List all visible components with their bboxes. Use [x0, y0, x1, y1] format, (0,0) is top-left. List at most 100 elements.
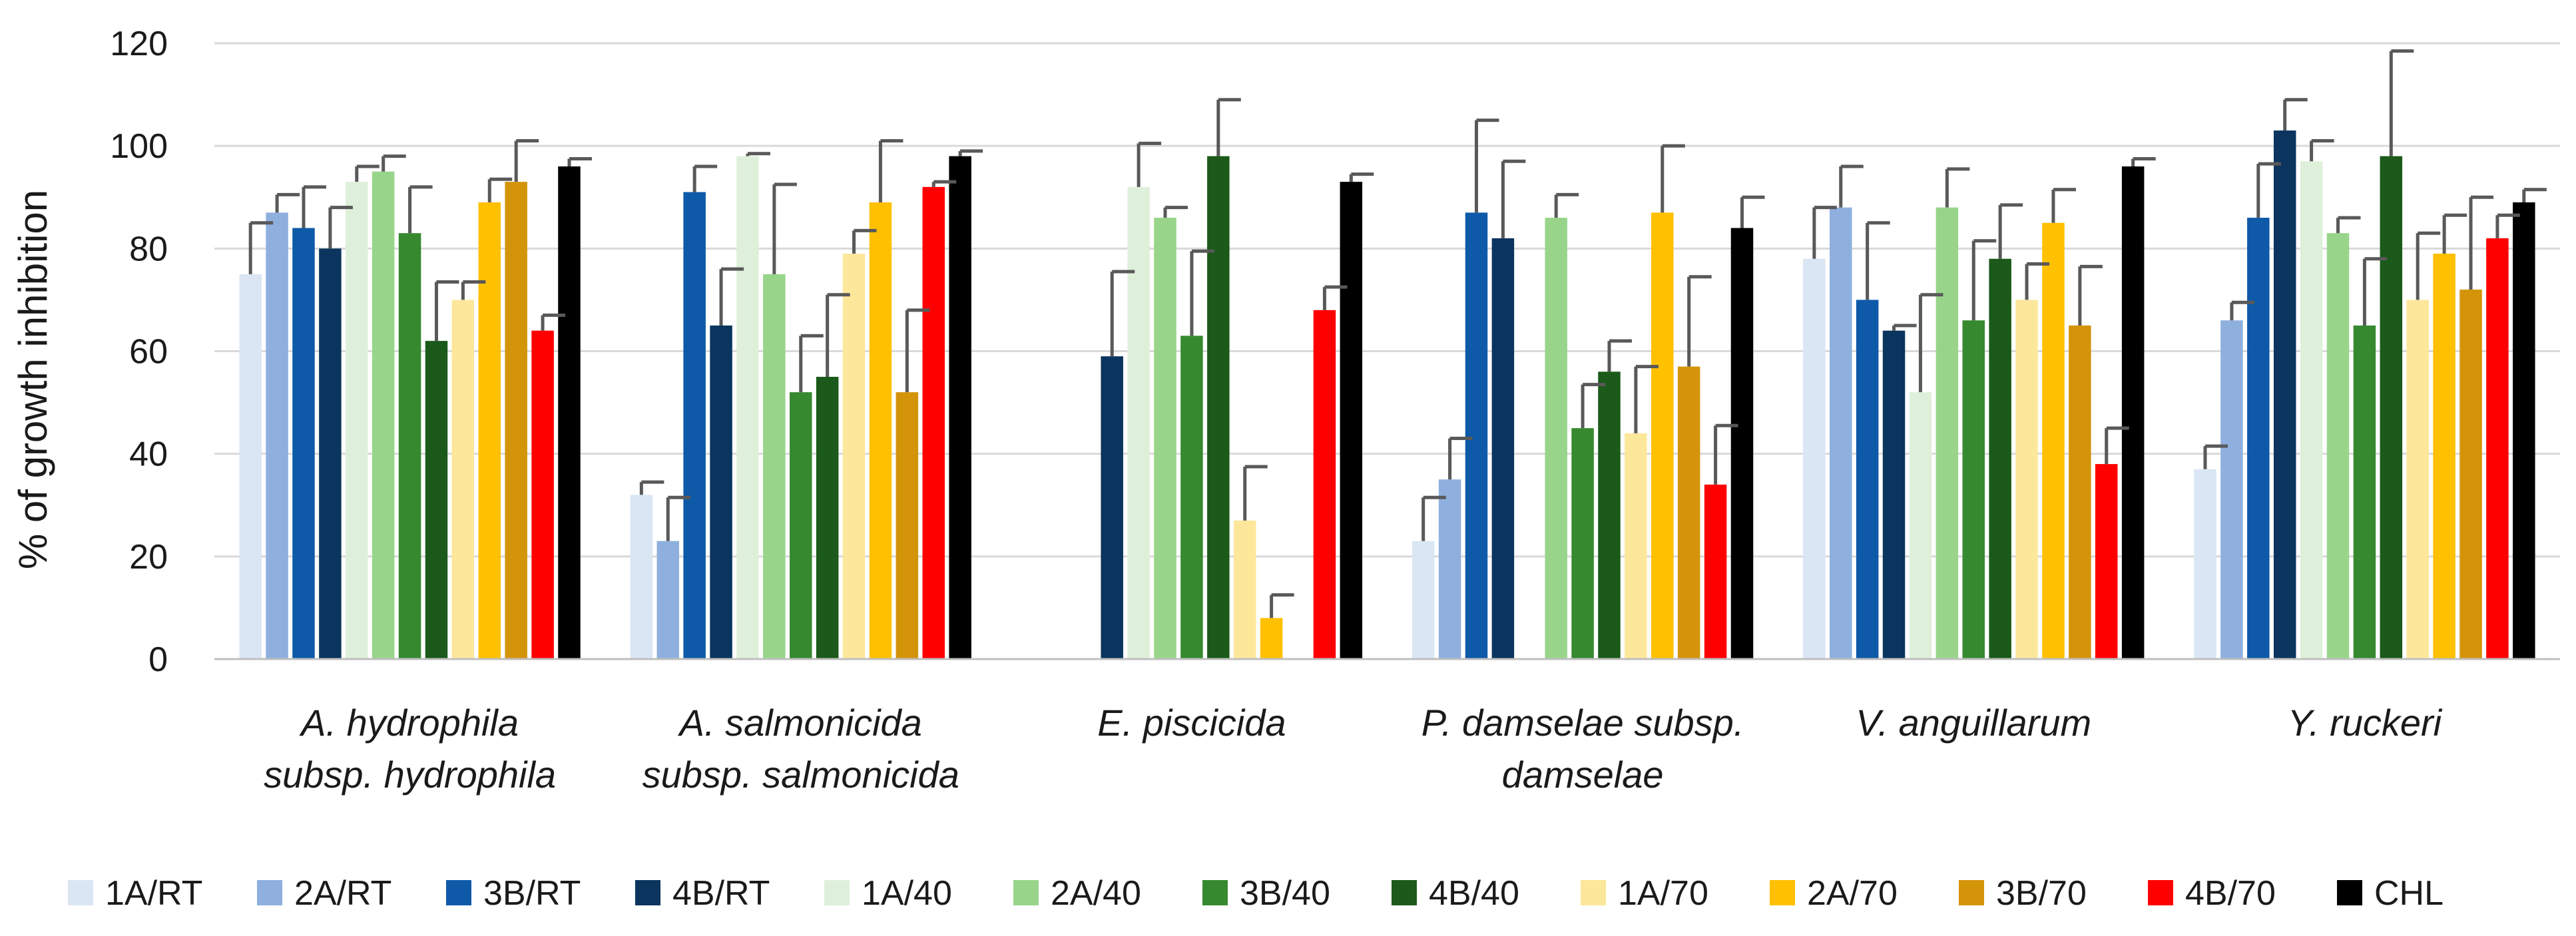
x-category-label-line: subsp. salmonicida: [643, 754, 959, 796]
bar-2A/40: [1545, 218, 1567, 659]
x-category-label-line: A. hydrophila: [299, 702, 519, 744]
legend: 1A/RT 2A/RT 3B/RT 4B/RT 1A/40 2A/40 3B/40 4B/40…: [68, 874, 2444, 913]
bar-2A/40: [1154, 218, 1176, 659]
bar-3B/40: [790, 392, 812, 659]
x-category-label: A. salmonicida subsp. salmonicida: [643, 702, 959, 796]
bar-3B/70: [505, 182, 527, 659]
bar-1A/70: [451, 300, 475, 660]
legend-label-4B/40: 4B/40: [1429, 874, 1519, 913]
x-category-label: E. piscicida: [1097, 702, 1286, 744]
legend-label-1A/RT: 1A/RT: [105, 874, 202, 913]
bar-4B/70: [922, 186, 945, 659]
bar-4B/70: [2486, 238, 2509, 660]
legend-label-1A/70: 1A/70: [1618, 874, 1708, 913]
bar-CHL: [2121, 166, 2145, 659]
bar-2A/40: [1935, 207, 1959, 660]
bar-4B/40: [816, 377, 839, 659]
bar-3B/70: [1677, 366, 1700, 659]
bar-2A/40: [372, 171, 395, 659]
bar-2A/40: [763, 274, 786, 659]
x-category-label: P. damselae subsp. damselae: [1421, 702, 1744, 796]
legend-swatch-1A/70: [1581, 880, 1606, 905]
bar-4B/RT: [1882, 330, 1906, 659]
bar-1A/40: [1127, 186, 1150, 659]
bar-3B/40: [1962, 320, 1985, 659]
x-category-label: A. hydrophila subsp. hydrophila: [264, 702, 556, 796]
bar-4B/RT: [710, 325, 732, 659]
y-axis-title: % of growth inhibition: [11, 190, 55, 569]
bar-3B/RT: [1465, 212, 1488, 659]
legend-swatch-3B/70: [1959, 880, 1984, 905]
bar-2A/RT: [2220, 320, 2243, 659]
bar-4B/70: [531, 330, 554, 659]
legend-swatch-1A/RT: [68, 880, 93, 905]
x-category-label: Y. ruckeri: [2288, 702, 2443, 744]
bar-CHL: [558, 166, 581, 659]
y-tick-label: 100: [110, 127, 168, 166]
bar-1A/RT: [239, 274, 262, 659]
x-category-label-line: subsp. hydrophila: [264, 754, 556, 796]
bar-2A/70: [1260, 618, 1283, 659]
bar-4B/70: [2095, 464, 2118, 659]
legend-label-3B/70: 3B/70: [1996, 874, 2087, 913]
x-category-label-line: A. salmonicida: [678, 702, 922, 744]
bar-3B/40: [398, 233, 421, 659]
bar-4B/RT: [2273, 130, 2296, 659]
legend-label-2A/70: 2A/70: [1807, 874, 1898, 913]
x-category-label: V. anguillarum: [1856, 702, 2091, 744]
bar-2A/RT: [1830, 207, 1852, 660]
x-category-label-line: Y. ruckeri: [2288, 702, 2443, 744]
x-category-label-line: V. anguillarum: [1856, 702, 2091, 744]
bar-1A/70: [1625, 433, 1647, 659]
gridlines: [214, 42, 2560, 558]
bar-3B/40: [1180, 336, 1203, 659]
bar-layer: [239, 130, 2535, 660]
bar-3B/RT: [292, 228, 315, 659]
x-category-label-line: damselae: [1502, 754, 1664, 796]
bar-CHL: [2513, 202, 2535, 659]
bar-4B/40: [1207, 156, 1230, 660]
axes: 0 20 40 60 80 100 120 A. hydrophila subsp. hydro…: [110, 25, 2560, 796]
y-tick-label: 40: [129, 435, 168, 474]
bar-2A/RT: [266, 212, 288, 659]
bar-4B/40: [1598, 371, 1621, 659]
bar-2A/70: [2433, 254, 2455, 660]
bar-3B/70: [2069, 325, 2091, 659]
legend-swatch-CHL: [2337, 880, 2362, 905]
bar-3B/40: [1571, 428, 1594, 659]
legend-swatch-2A/40: [1013, 880, 1039, 905]
bar-2A/70: [2042, 222, 2065, 660]
bar-4B/70: [1313, 310, 1336, 659]
bar-2A/70: [1651, 212, 1674, 659]
bar-4B/70: [1704, 484, 1727, 659]
bar-1A/RT: [2194, 469, 2216, 659]
bar-2A/RT: [1438, 479, 1461, 659]
bar-3B/RT: [1856, 300, 1879, 660]
bar-2A/70: [869, 202, 892, 659]
bar-1A/RT: [1803, 258, 1826, 659]
bar-1A/70: [2406, 300, 2429, 660]
legend-swatch-3B/RT: [446, 880, 471, 905]
legend-swatch-4B/40: [1392, 880, 1417, 905]
legend-swatch-3B/40: [1202, 880, 1228, 905]
y-tick-label: 80: [129, 230, 168, 268]
bar-1A/40: [736, 156, 759, 660]
bar-CHL: [949, 156, 971, 660]
bar-4B/40: [1989, 258, 2011, 659]
legend-swatch-2A/70: [1770, 880, 1795, 905]
y-tick-label: 0: [148, 640, 168, 679]
bar-1A/70: [2015, 300, 2038, 660]
legend-label-1A/40: 1A/40: [862, 874, 952, 913]
bar-2A/40: [2326, 233, 2350, 659]
legend-label-3B/40: 3B/40: [1240, 874, 1330, 913]
x-category-label-line: E. piscicida: [1097, 702, 1286, 744]
bar-CHL: [1340, 182, 1363, 659]
legend-swatch-1A/40: [824, 880, 850, 905]
bar-1A/40: [346, 182, 368, 659]
bar-2A/RT: [656, 541, 679, 659]
bar-4B/40: [2380, 156, 2403, 660]
legend-label-4B/70: 4B/70: [2185, 874, 2276, 913]
y-tick-label: 120: [110, 25, 168, 63]
